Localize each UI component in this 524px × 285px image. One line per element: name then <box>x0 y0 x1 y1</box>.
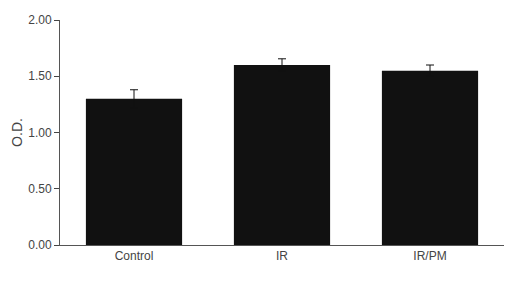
svg-text:O.D.: O.D. <box>9 118 25 147</box>
svg-text:1.00: 1.00 <box>28 126 52 140</box>
svg-text:IR/PM: IR/PM <box>413 249 446 263</box>
svg-text:IR: IR <box>276 249 288 263</box>
svg-text:2.00: 2.00 <box>28 13 52 27</box>
svg-text:1.50: 1.50 <box>28 69 52 83</box>
svg-text:Control: Control <box>115 249 154 263</box>
svg-text:0.00: 0.00 <box>28 238 52 252</box>
svg-text:0.50: 0.50 <box>28 182 52 196</box>
